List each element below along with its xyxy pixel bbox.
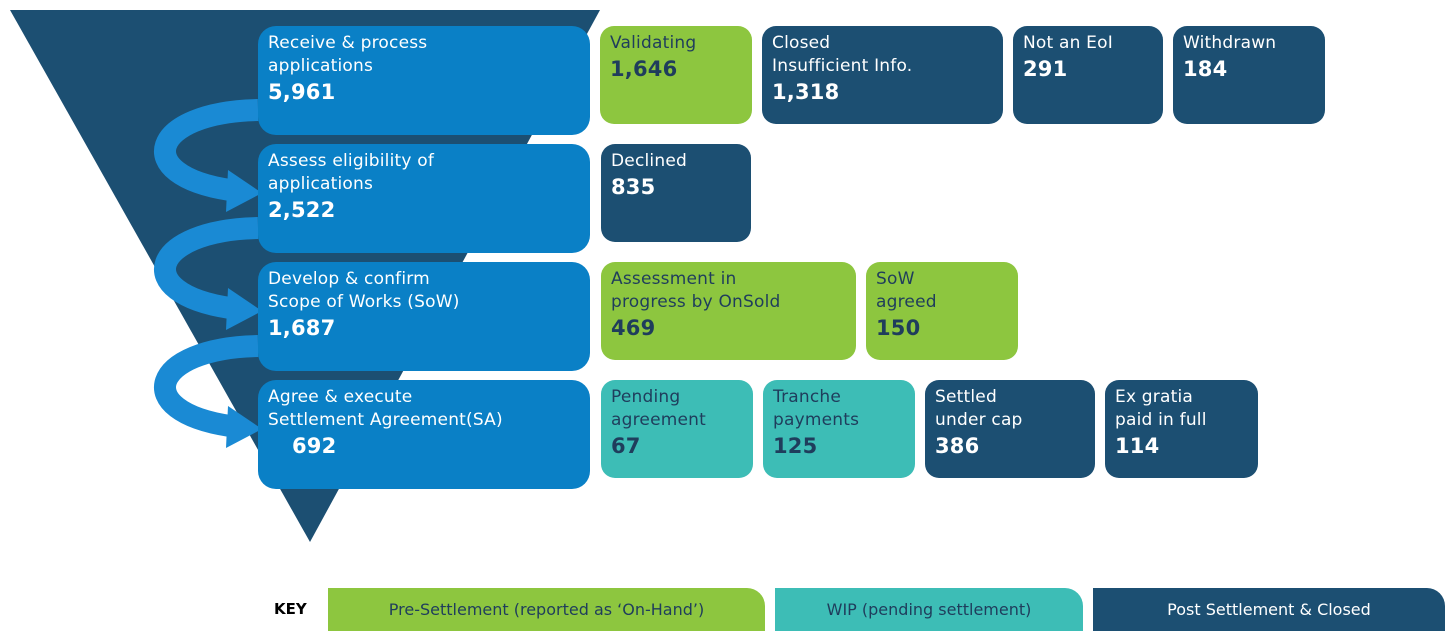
outcome-box: Declined 835 (601, 144, 751, 242)
outcome-value: 1,646 (610, 57, 678, 81)
arrow-head (226, 406, 262, 448)
stage-label: Develop & confirm (268, 269, 430, 289)
arrow (154, 217, 259, 319)
outcome-value: 835 (611, 175, 656, 199)
outcome-box: Assessment in progress by OnSold 469 (601, 262, 856, 360)
outcome-value: 469 (611, 316, 656, 340)
stage-value: 1,687 (268, 316, 336, 340)
stage-label: Settlement Agreement(SA) (268, 410, 503, 430)
outcome-label: Declined (611, 151, 687, 171)
outcome-value: 125 (773, 434, 818, 458)
outcome-value: 150 (876, 316, 921, 340)
outcome-label: Assessment in (611, 269, 737, 289)
stage-box: Receive & process applications 5,961 (258, 26, 590, 135)
outcome-label: Closed (772, 33, 831, 53)
outcome-label: SoW (876, 269, 915, 289)
outcome-label: Tranche (773, 387, 842, 407)
key-item: Pre-Settlement (reported as ‘On-Hand’) (328, 588, 765, 631)
outcome-label: Insufficient Info. (772, 56, 913, 76)
outcome-label: Withdrawn (1183, 33, 1277, 53)
outcome-label: paid in full (1115, 410, 1207, 430)
outcome-label: progress by OnSold (611, 292, 781, 312)
outcome-box: Validating 1,646 (600, 26, 752, 124)
outcome-label: agreed (876, 292, 937, 312)
outcome-label: Settled (935, 387, 997, 407)
stage-label: applications (268, 174, 374, 194)
flow-arrows (154, 99, 259, 437)
stage-label: Receive & process (268, 33, 428, 53)
arrow-head (226, 170, 262, 212)
key-title: KEY (274, 600, 307, 618)
outcome-label: under cap (935, 410, 1023, 430)
stage-label: Assess eligibility of (268, 151, 435, 171)
stage-value: 2,522 (268, 198, 336, 222)
key-item: WIP (pending settlement) (775, 588, 1083, 631)
key-item: Post Settlement & Closed (1093, 588, 1445, 631)
stage-box: Develop & confirm Scope of Works (SoW) 1,6… (258, 262, 590, 371)
arrow (154, 99, 259, 201)
outcome-box: Ex gratia paid in full 114 (1105, 380, 1258, 478)
outcome-box: Pending agreement 67 (601, 380, 753, 478)
outcome-value: 67 (611, 434, 641, 458)
arrow (154, 335, 259, 437)
outcome-value: 386 (935, 434, 980, 458)
outcome-box: Closed Insufficient Info. 1,318 (762, 26, 1003, 124)
arrow-heads (226, 170, 262, 448)
outcome-box: Settled under cap 386 (925, 380, 1095, 478)
outcome-value: 291 (1023, 57, 1068, 81)
stage-value: 5,961 (268, 80, 336, 104)
arrow-head (226, 288, 262, 330)
outcome-box: Withdrawn 184 (1173, 26, 1325, 124)
outcome-label: payments (773, 410, 860, 430)
stage-box: Assess eligibility of applications 2,522 (258, 144, 590, 253)
outcome-value: 184 (1183, 57, 1228, 81)
outcome-label: Pending (611, 387, 681, 407)
outcome-label: Not an EoI (1023, 33, 1113, 53)
outcome-label: Validating (610, 33, 697, 53)
stage-label: applications (268, 56, 374, 76)
stage-box: Agree & execute Settlement Agreement(SA) 6… (258, 380, 590, 489)
stage-label: Scope of Works (SoW) (268, 292, 460, 312)
outcome-label: Ex gratia (1115, 387, 1194, 407)
outcome-value: 114 (1115, 434, 1160, 458)
outcome-box: Not an EoI 291 (1013, 26, 1163, 124)
outcome-value: 1,318 (772, 80, 840, 104)
outcome-label: agreement (611, 410, 707, 430)
stage-label: Agree & execute (268, 387, 413, 407)
stage-value: 692 (292, 434, 337, 458)
outcome-box: SoW agreed 150 (866, 262, 1018, 360)
outcome-box: Tranche payments 125 (763, 380, 915, 478)
